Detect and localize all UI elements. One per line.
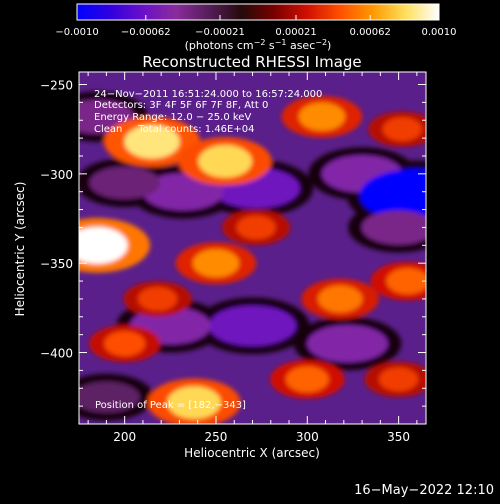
x-axis-label: Heliocentric X (arcsec) bbox=[184, 446, 320, 460]
heatmap-positive-core bbox=[386, 268, 426, 295]
y-axis: −250 −300 −350 −400 bbox=[40, 79, 426, 425]
x-tick-label: 350 bbox=[387, 430, 410, 444]
heatmap-positive-core bbox=[198, 145, 252, 178]
heatmap-negative-region bbox=[361, 210, 426, 245]
colorbar: −0.0010 −0.00062 −0.00021 0.00021 0.00062 0.0… bbox=[55, 3, 457, 52]
info-line-energy: Energy Range: 12.0 − 25.0 keV bbox=[94, 112, 251, 123]
x-tick-label: 250 bbox=[205, 430, 228, 444]
y-tick-label: −250 bbox=[40, 79, 73, 93]
heatmap-negative-region bbox=[307, 324, 388, 363]
heatmap-negative-region bbox=[208, 305, 297, 346]
heatmap-positive-core bbox=[167, 386, 221, 419]
heatmap-positive-core bbox=[317, 285, 363, 313]
colorbar-tick-label: 0.00062 bbox=[350, 27, 391, 38]
heatmap-positive-core bbox=[236, 215, 276, 240]
heatmap-positive-core bbox=[285, 366, 329, 393]
info-line-counts: Clean Total counts: 1.46E+04 bbox=[94, 124, 254, 135]
colorbar-gradient bbox=[76, 3, 440, 21]
info-line-detectors: Detectors: 3F 4F 5F 6F 7F 8F, Att 0 bbox=[94, 100, 268, 111]
x-tick-label: 300 bbox=[296, 430, 319, 444]
heatmap-negative-region bbox=[79, 381, 140, 413]
heatmap-negative-region bbox=[89, 166, 160, 200]
heatmap-positive-core bbox=[79, 226, 128, 264]
heatmap-positive-core bbox=[382, 117, 422, 142]
chart-title: Reconstructed RHESSI Image bbox=[142, 53, 361, 71]
heatmap-positive-core bbox=[192, 249, 240, 278]
colorbar-tick-label: −0.00021 bbox=[195, 27, 245, 38]
peak-position-label: Position of Peak = [182,−343] bbox=[95, 400, 246, 411]
heatmap-positive-core bbox=[379, 367, 419, 392]
heatmap-positive-core bbox=[137, 286, 178, 311]
colorbar-label: (photons cm−2 s−1 asec−2) bbox=[185, 38, 332, 52]
colorbar-ticks: −0.0010 −0.00062 −0.00021 0.00021 0.00062 0.0… bbox=[55, 15, 457, 38]
y-tick-label: −400 bbox=[40, 347, 73, 361]
colorbar-tick-label: 0.0010 bbox=[422, 27, 457, 38]
info-line-time: 24−Nov−2011 16:51:24.000 to 16:57:24.000 bbox=[94, 89, 322, 100]
plot-date: 16−May−2022 12:10 bbox=[354, 483, 494, 498]
colorbar-tick-label: 0.00021 bbox=[275, 27, 316, 38]
colorbar-tick-label: −0.00062 bbox=[121, 27, 171, 38]
colorbar-tick-label: −0.0010 bbox=[55, 27, 98, 38]
x-tick-label: 200 bbox=[113, 430, 136, 444]
heatmap-image bbox=[79, 72, 426, 424]
y-axis-label: Heliocentric Y (arcsec) bbox=[13, 182, 27, 317]
heatmap-negative-region bbox=[359, 168, 426, 222]
heatmap-positive-core bbox=[124, 124, 180, 159]
y-tick-label: −300 bbox=[40, 168, 73, 182]
y-tick-label: −350 bbox=[40, 257, 73, 271]
x-axis: 200 250 300 350 bbox=[87, 72, 418, 444]
heatmap-positive-core bbox=[298, 102, 346, 131]
observation-info: 24−Nov−2011 16:51:24.000 to 16:57:24.000… bbox=[94, 89, 322, 135]
heatmap-positive-core bbox=[104, 331, 146, 357]
